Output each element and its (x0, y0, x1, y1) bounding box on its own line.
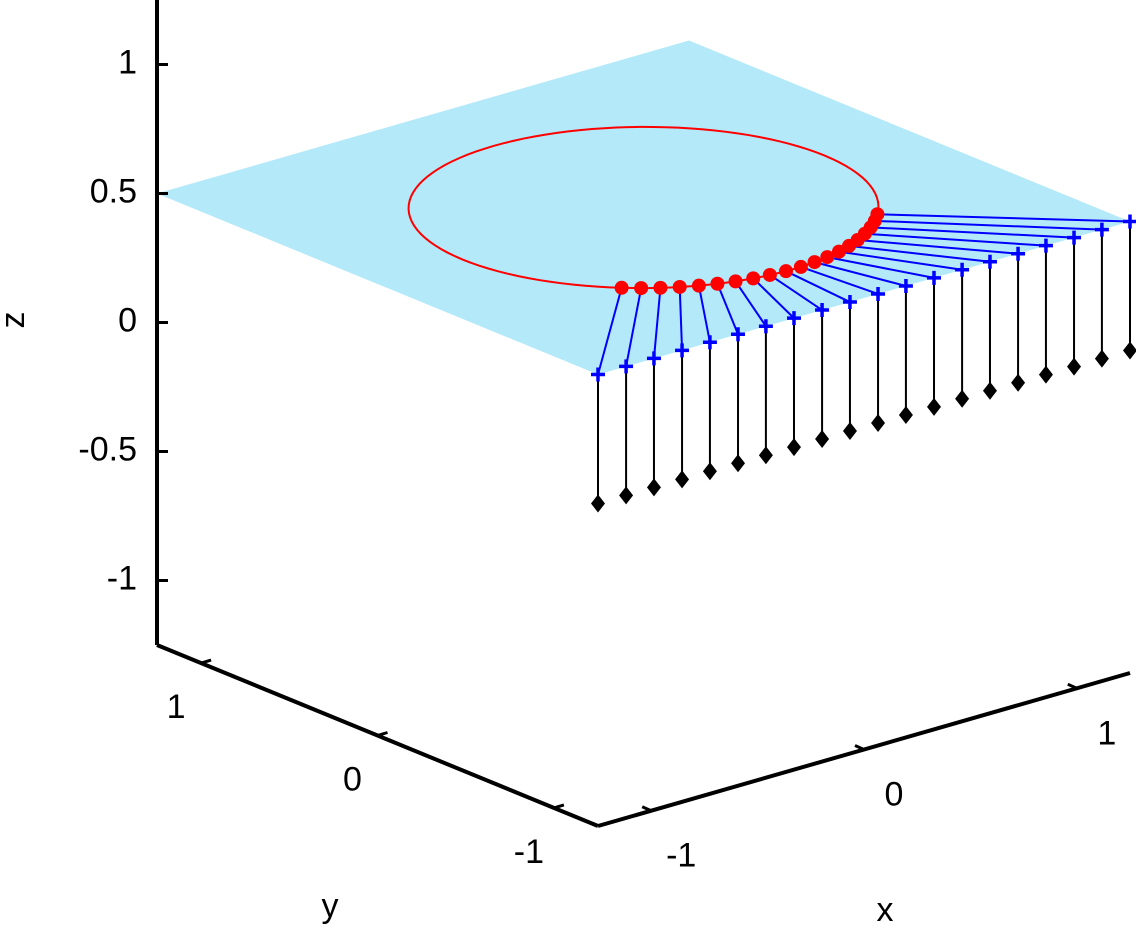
point (786, 311, 801, 326)
x-tick (1067, 682, 1078, 690)
connector (827, 256, 935, 279)
point (710, 276, 725, 291)
point (820, 250, 835, 265)
point (646, 478, 661, 497)
point (619, 486, 634, 505)
point (619, 359, 634, 374)
x-tick (854, 744, 865, 751)
point (1094, 349, 1109, 368)
connector (874, 219, 1102, 231)
z-tick-label: -0.5 (78, 430, 137, 468)
connector (752, 277, 795, 319)
x-tick (641, 805, 652, 813)
point (675, 343, 690, 358)
connector (734, 280, 767, 327)
z-tick-label: -1 (107, 559, 137, 597)
connector (848, 244, 991, 263)
point (778, 264, 793, 279)
point (1123, 341, 1136, 360)
x-axis-label: x (877, 891, 894, 929)
connector (652, 287, 662, 359)
connector (800, 265, 879, 295)
z-tick-label: 0 (118, 301, 137, 339)
x-tick-label: -1 (666, 837, 696, 875)
point (634, 281, 649, 296)
z-tick-label: 0.5 (90, 172, 137, 210)
point (815, 303, 830, 318)
point (786, 438, 801, 457)
y-tick (200, 658, 212, 665)
connector (697, 285, 711, 343)
connector (838, 250, 963, 271)
point (728, 274, 743, 289)
point (1067, 357, 1082, 376)
point (871, 413, 886, 432)
y-tick-label: -1 (514, 833, 544, 871)
point (591, 367, 605, 382)
connector (716, 283, 739, 335)
plane (157, 40, 1130, 375)
point (758, 319, 773, 334)
connector (678, 286, 684, 351)
point (746, 271, 761, 286)
point (614, 280, 629, 295)
point (898, 405, 913, 424)
point (672, 279, 687, 294)
point (842, 422, 857, 441)
point (762, 267, 777, 282)
connector (597, 287, 623, 375)
connector (785, 270, 851, 303)
y-tick (553, 803, 565, 810)
point (793, 259, 808, 274)
point (815, 430, 830, 449)
point (1038, 365, 1053, 384)
point (982, 254, 997, 269)
point (691, 278, 706, 293)
point (1011, 246, 1026, 261)
point (1038, 238, 1053, 253)
point (1094, 222, 1109, 237)
x-tick-label: 1 (1097, 714, 1116, 752)
point (591, 494, 605, 513)
connector (870, 226, 1075, 239)
point (871, 286, 886, 301)
z-axis-label: z (0, 312, 32, 329)
y-tick-label: 1 (167, 688, 186, 726)
point (1067, 230, 1082, 245)
point (955, 389, 970, 408)
point (731, 327, 746, 342)
point (927, 397, 942, 416)
point (842, 295, 857, 310)
connector (625, 287, 643, 367)
point (982, 381, 997, 400)
z-tick-label: 1 (118, 43, 137, 81)
connector (857, 238, 1019, 255)
y-tick (377, 731, 388, 737)
point (1123, 214, 1136, 229)
point (955, 262, 970, 277)
y-tick-label: 0 (343, 760, 362, 798)
point (702, 335, 717, 350)
x-tick-label: 0 (885, 775, 904, 813)
point (675, 470, 690, 489)
point (731, 454, 746, 473)
point (807, 255, 822, 270)
point (1011, 373, 1026, 392)
connector (814, 261, 907, 287)
connector (864, 232, 1047, 247)
connector (769, 274, 823, 311)
point (898, 278, 913, 293)
point (646, 351, 661, 366)
point (702, 462, 717, 481)
y-axis-label: y (322, 887, 339, 925)
point (653, 280, 668, 295)
point (870, 207, 885, 222)
point (758, 446, 773, 465)
point (927, 270, 942, 285)
connector (877, 213, 1131, 223)
